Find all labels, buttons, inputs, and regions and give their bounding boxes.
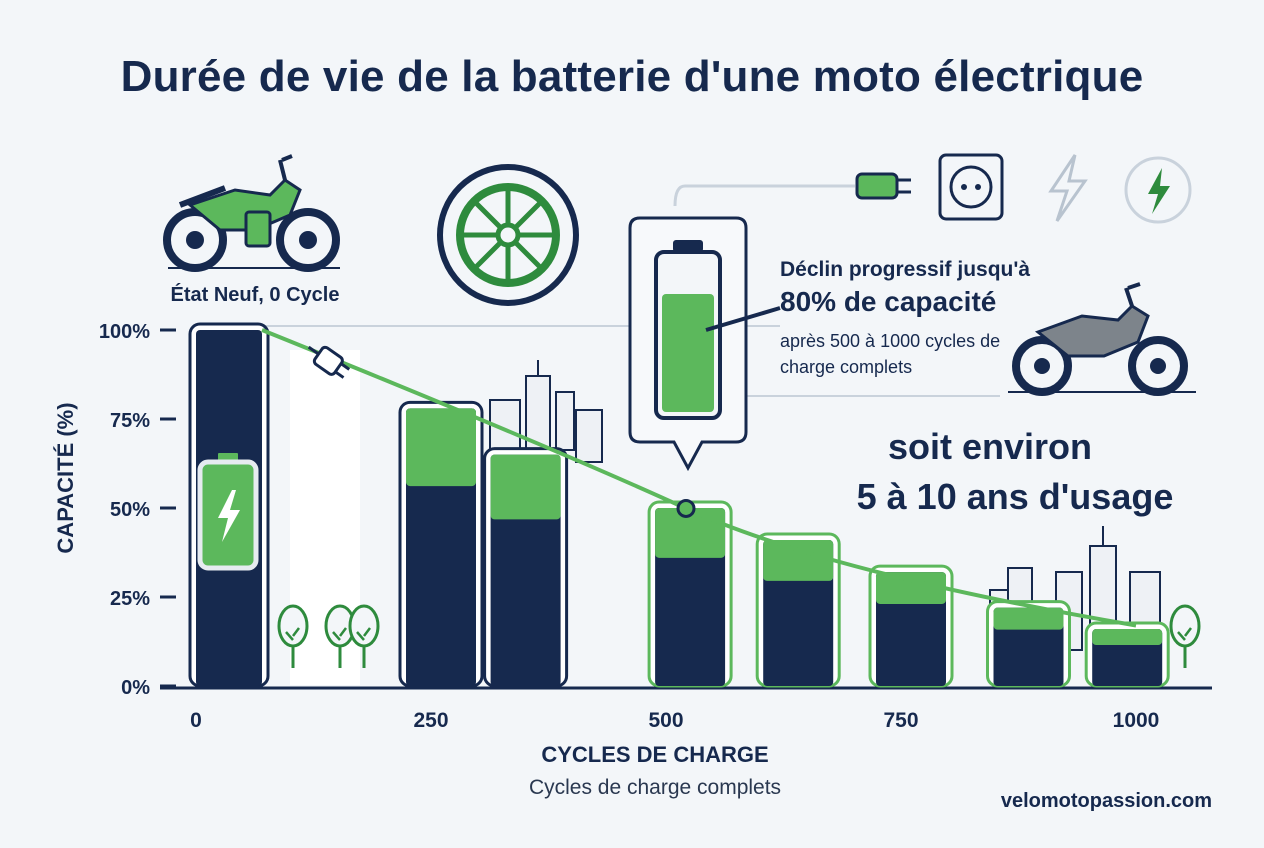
lightning-outline-icon xyxy=(1048,154,1088,222)
usage-intro: soit environ xyxy=(887,426,1093,467)
x-tick-labels: 0 250 500 750 1000 xyxy=(190,709,1159,732)
x-tick-label: 500 xyxy=(648,709,683,732)
bar-green-top xyxy=(490,454,561,520)
bar xyxy=(483,447,569,688)
wheel-icon xyxy=(437,164,579,306)
y-axis-label: CAPACITÉ (%) xyxy=(53,402,78,554)
site-credit: velomotopassion.com xyxy=(1000,790,1212,812)
trend-point-500 xyxy=(676,498,696,518)
bar xyxy=(647,500,733,688)
y-tick-labels: 100% 75% 50% 25% 0% xyxy=(99,321,150,699)
y-tick-label: 100% xyxy=(99,321,150,343)
bar-green-top xyxy=(655,508,726,558)
new-state-caption: État Neuf, 0 Cycle xyxy=(170,284,340,306)
battery-callout-icon xyxy=(628,216,781,472)
trend-plug-icon xyxy=(307,345,351,379)
x-axis-sublabel: Cycles de charge complets xyxy=(528,776,782,799)
x-tick-label: 1000 xyxy=(1113,709,1160,732)
y-tick-label: 75% xyxy=(110,410,150,432)
y-tick-label: 50% xyxy=(110,499,150,521)
callout-detail: après 500 à 1000 cycles de charge comple… xyxy=(780,331,1001,377)
usage-years: 5 à 10 ans d'usage xyxy=(856,476,1174,517)
bar-green-top xyxy=(1092,629,1163,645)
y-tick-label: 25% xyxy=(110,588,150,610)
bar xyxy=(868,564,954,688)
bar-green-top xyxy=(993,607,1064,630)
trend-line-group xyxy=(261,328,1137,628)
chart-bars xyxy=(188,322,1170,688)
bar xyxy=(755,532,841,688)
socket-icon xyxy=(938,153,1004,221)
bar xyxy=(398,400,484,688)
x-axis-label: CYCLES DE CHARGE xyxy=(541,742,769,767)
page-title: Durée de vie de la batterie d'une moto é… xyxy=(120,52,1144,101)
y-gridlines xyxy=(160,328,176,688)
bar xyxy=(986,600,1071,688)
callout-capacity: 80% de capacité xyxy=(780,286,997,317)
bar-green-top xyxy=(763,540,834,581)
motorcycle-grey-icon xyxy=(1008,282,1196,396)
bar xyxy=(1084,621,1170,688)
callout-heading: Déclin progressif jusqu'à xyxy=(780,258,1031,281)
y-tick-label: 0% xyxy=(121,677,150,699)
bar-green-top xyxy=(406,408,476,487)
plug-icon xyxy=(673,172,911,207)
x-tick-label: 750 xyxy=(883,709,918,732)
bar-green-top xyxy=(876,572,946,604)
motorcycle-new-icon xyxy=(163,154,340,272)
x-tick-label: 0 xyxy=(190,709,202,732)
battery-full-icon xyxy=(197,451,259,571)
lightning-circle-icon xyxy=(1124,156,1192,224)
x-tick-label: 250 xyxy=(413,709,448,732)
